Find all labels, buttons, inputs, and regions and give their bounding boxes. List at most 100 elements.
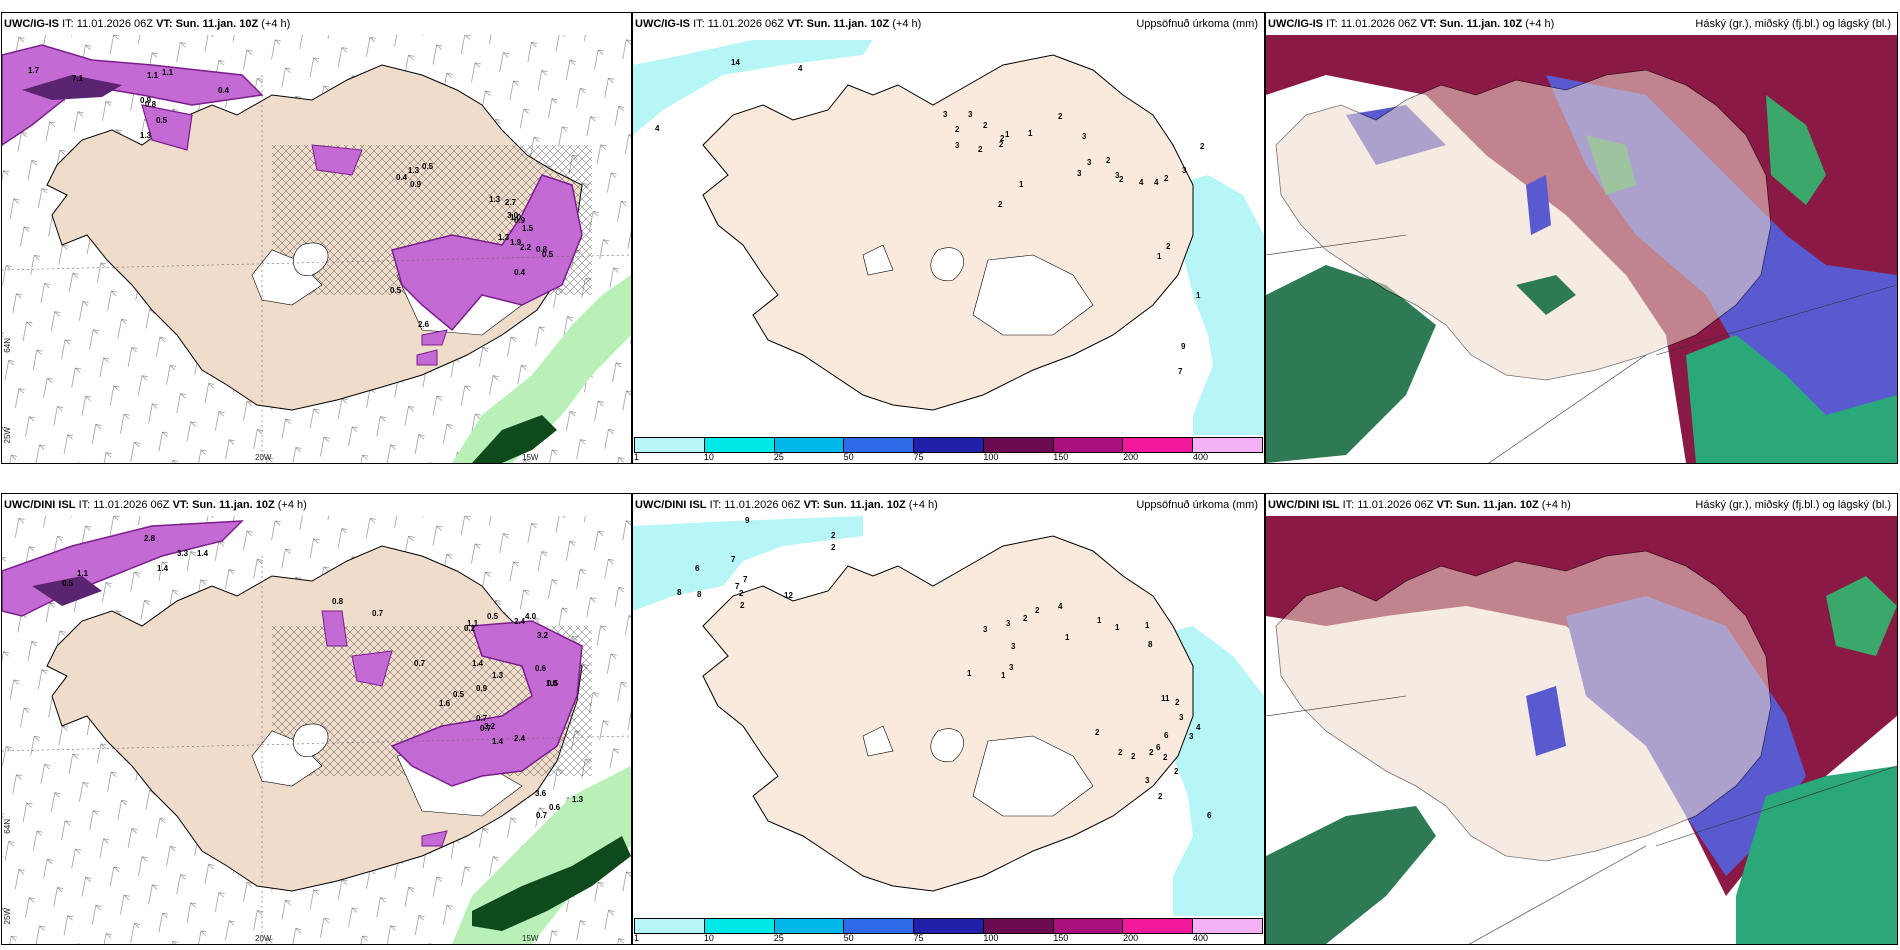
field-value-label: 3 xyxy=(1179,713,1184,722)
legend-tick: 1 xyxy=(634,452,640,462)
field-value-label: 4 xyxy=(1196,723,1201,732)
field-value-label: 2 xyxy=(1023,614,1028,623)
field-value-label: 3 xyxy=(1077,169,1082,178)
field-value-label: 2.4 xyxy=(514,734,526,743)
field-value-label: 0.5 xyxy=(453,690,465,699)
panel-snow-igis: UWC/IG-IS IT: 11.01.2026 06Z VT: Sun. 11… xyxy=(1,12,632,464)
field-value-label: 2.2 xyxy=(520,243,532,252)
field-value-label: 2 xyxy=(1163,753,1168,762)
panel-header: UWC/DINI ISL IT: 11.01.2026 06Z VT: Sun.… xyxy=(1266,494,1897,516)
panel-header: UWC/IG-IS IT: 11.01.2026 06Z VT: Sun. 11… xyxy=(1266,13,1897,35)
field-value-label: 1.3 xyxy=(140,131,152,140)
legend-tick: 50 xyxy=(843,933,854,943)
field-value-label: 1 xyxy=(1145,621,1150,630)
lon-label-15w: 15W xyxy=(522,934,539,943)
field-value-label: 3 xyxy=(1082,132,1087,141)
iceland-landmass xyxy=(702,535,1194,892)
field-value-label: 4 xyxy=(1058,602,1063,611)
legend-tick: 75 xyxy=(913,933,924,943)
field-value-label: 0.4 xyxy=(218,86,230,95)
iceland-landmass xyxy=(1275,69,1772,381)
field-value-label: 9 xyxy=(1181,342,1186,351)
field-value-label: 12 xyxy=(784,591,793,600)
field-value-label: 4 xyxy=(798,64,803,73)
field-value-label: 0.4 xyxy=(396,173,408,182)
field-value-label: 0.7 xyxy=(480,724,492,733)
field-value-label: 1.5 xyxy=(522,224,534,233)
legend-swatch xyxy=(1123,919,1194,933)
field-value-label: 1 xyxy=(1065,633,1070,642)
field-value-label: 1.3 xyxy=(572,795,584,804)
field-value-label: 1.3 xyxy=(498,233,510,242)
field-value-label: 0.8 xyxy=(145,100,157,109)
field-value-label: 2 xyxy=(998,200,1003,209)
field-value-label: 1.4 xyxy=(197,549,209,558)
field-value-label: 4.0 xyxy=(525,612,537,621)
field-value-label: 1.9 xyxy=(510,238,522,247)
field-value-label: 2 xyxy=(1000,134,1005,143)
panel-field-title: Háský (gr.), miðský (fj.bl.) og lágský (… xyxy=(1695,499,1891,511)
legend-swatch xyxy=(1053,438,1124,452)
field-value-label: 7 xyxy=(735,582,740,591)
field-value-label: 1 xyxy=(1019,180,1024,189)
field-value-label: 14 xyxy=(731,58,740,67)
field-value-label: 3 xyxy=(1006,619,1011,628)
field-value-label: 2 xyxy=(1158,792,1163,801)
field-value-label: 6 xyxy=(1207,811,1212,820)
panel-snow-dini: UWC/DINI ISL IT: 11.01.2026 06Z VT: Sun.… xyxy=(1,493,632,945)
field-value-label: 1.1 xyxy=(77,569,89,578)
field-value-label: 1 xyxy=(1097,616,1102,625)
legend-swatch xyxy=(635,919,705,933)
field-value-label: 3.2 xyxy=(484,722,496,731)
field-value-label: 3 xyxy=(1115,171,1120,180)
legend-bar xyxy=(634,918,1263,934)
precip-legend: 1 10 25 50 75 100 150 200 400 xyxy=(633,916,1264,944)
legend-tick: 50 xyxy=(843,452,854,462)
legend-swatch xyxy=(704,919,775,933)
field-value-label: 0.2 xyxy=(464,624,476,633)
field-value-label: 2 xyxy=(955,125,960,134)
panel-clouds-igis: UWC/IG-IS IT: 11.01.2026 06Z VT: Sun. 11… xyxy=(1265,12,1898,464)
field-value-label: 1.4 xyxy=(157,564,169,573)
field-value-label: 1 xyxy=(1115,623,1120,632)
field-value-label: 0.5 xyxy=(542,250,554,259)
field-value-label: 7 xyxy=(743,575,748,584)
legend-tick: 150 xyxy=(1053,933,1069,943)
field-value-label: 7.1 xyxy=(72,74,84,83)
field-value-label: 0.9 xyxy=(514,216,526,225)
field-value-label: 3 xyxy=(1145,776,1150,785)
field-value-label: 1.3 xyxy=(489,195,501,204)
field-value-label: 3 xyxy=(968,110,973,119)
field-value-label: 2 xyxy=(978,145,983,154)
panel-header: UWC/IG-IS IT: 11.01.2026 06Z VT: Sun. 11… xyxy=(633,13,1264,35)
panel-precip-dini: UWC/DINI ISL IT: 11.01.2026 06Z VT: Sun.… xyxy=(632,493,1265,945)
field-value-label: 1 xyxy=(1157,252,1162,261)
lon-label-20w: 20W xyxy=(255,453,272,462)
snow-band-nw xyxy=(2,44,264,146)
field-value-label: 2 xyxy=(831,531,836,540)
field-value-label: 1.0 xyxy=(510,213,522,222)
field-value-label: 8 xyxy=(1148,640,1153,649)
field-value-label: 2 xyxy=(1118,748,1123,757)
field-value-label: 2.6 xyxy=(418,320,430,329)
field-value-label: 0.7 xyxy=(536,811,548,820)
field-value-label: 8 xyxy=(697,590,702,599)
panel-field-title: Háský (gr.), miðský (fj.bl.) og lágský (… xyxy=(1695,18,1891,30)
legend-swatch xyxy=(774,919,845,933)
legend-tick: 1 xyxy=(634,933,640,943)
legend-bar xyxy=(634,437,1263,453)
field-value-label: 1.1 xyxy=(162,68,174,77)
legend-ticks: 1 10 25 50 75 100 150 200 400 xyxy=(634,933,1263,943)
lat-label-25w: 25W xyxy=(3,908,12,925)
field-value-label: 0.6 xyxy=(535,664,547,673)
field-value-label: 1 xyxy=(1005,130,1010,139)
field-value-label: 2 xyxy=(739,589,744,598)
field-value-label: 0.5 xyxy=(62,579,74,588)
panel-field-title: Uppsöfnuð úrkoma (mm) xyxy=(1136,18,1258,30)
field-value-label: 2 xyxy=(1164,174,1169,183)
field-value-label: 2 xyxy=(831,543,836,552)
legend-swatch xyxy=(914,919,984,933)
panel-header: UWC/DINI ISL IT: 11.01.2026 06Z VT: Sun.… xyxy=(2,494,631,516)
field-value-label: 2 xyxy=(1058,112,1063,121)
field-value-label: 6 xyxy=(1164,731,1169,740)
